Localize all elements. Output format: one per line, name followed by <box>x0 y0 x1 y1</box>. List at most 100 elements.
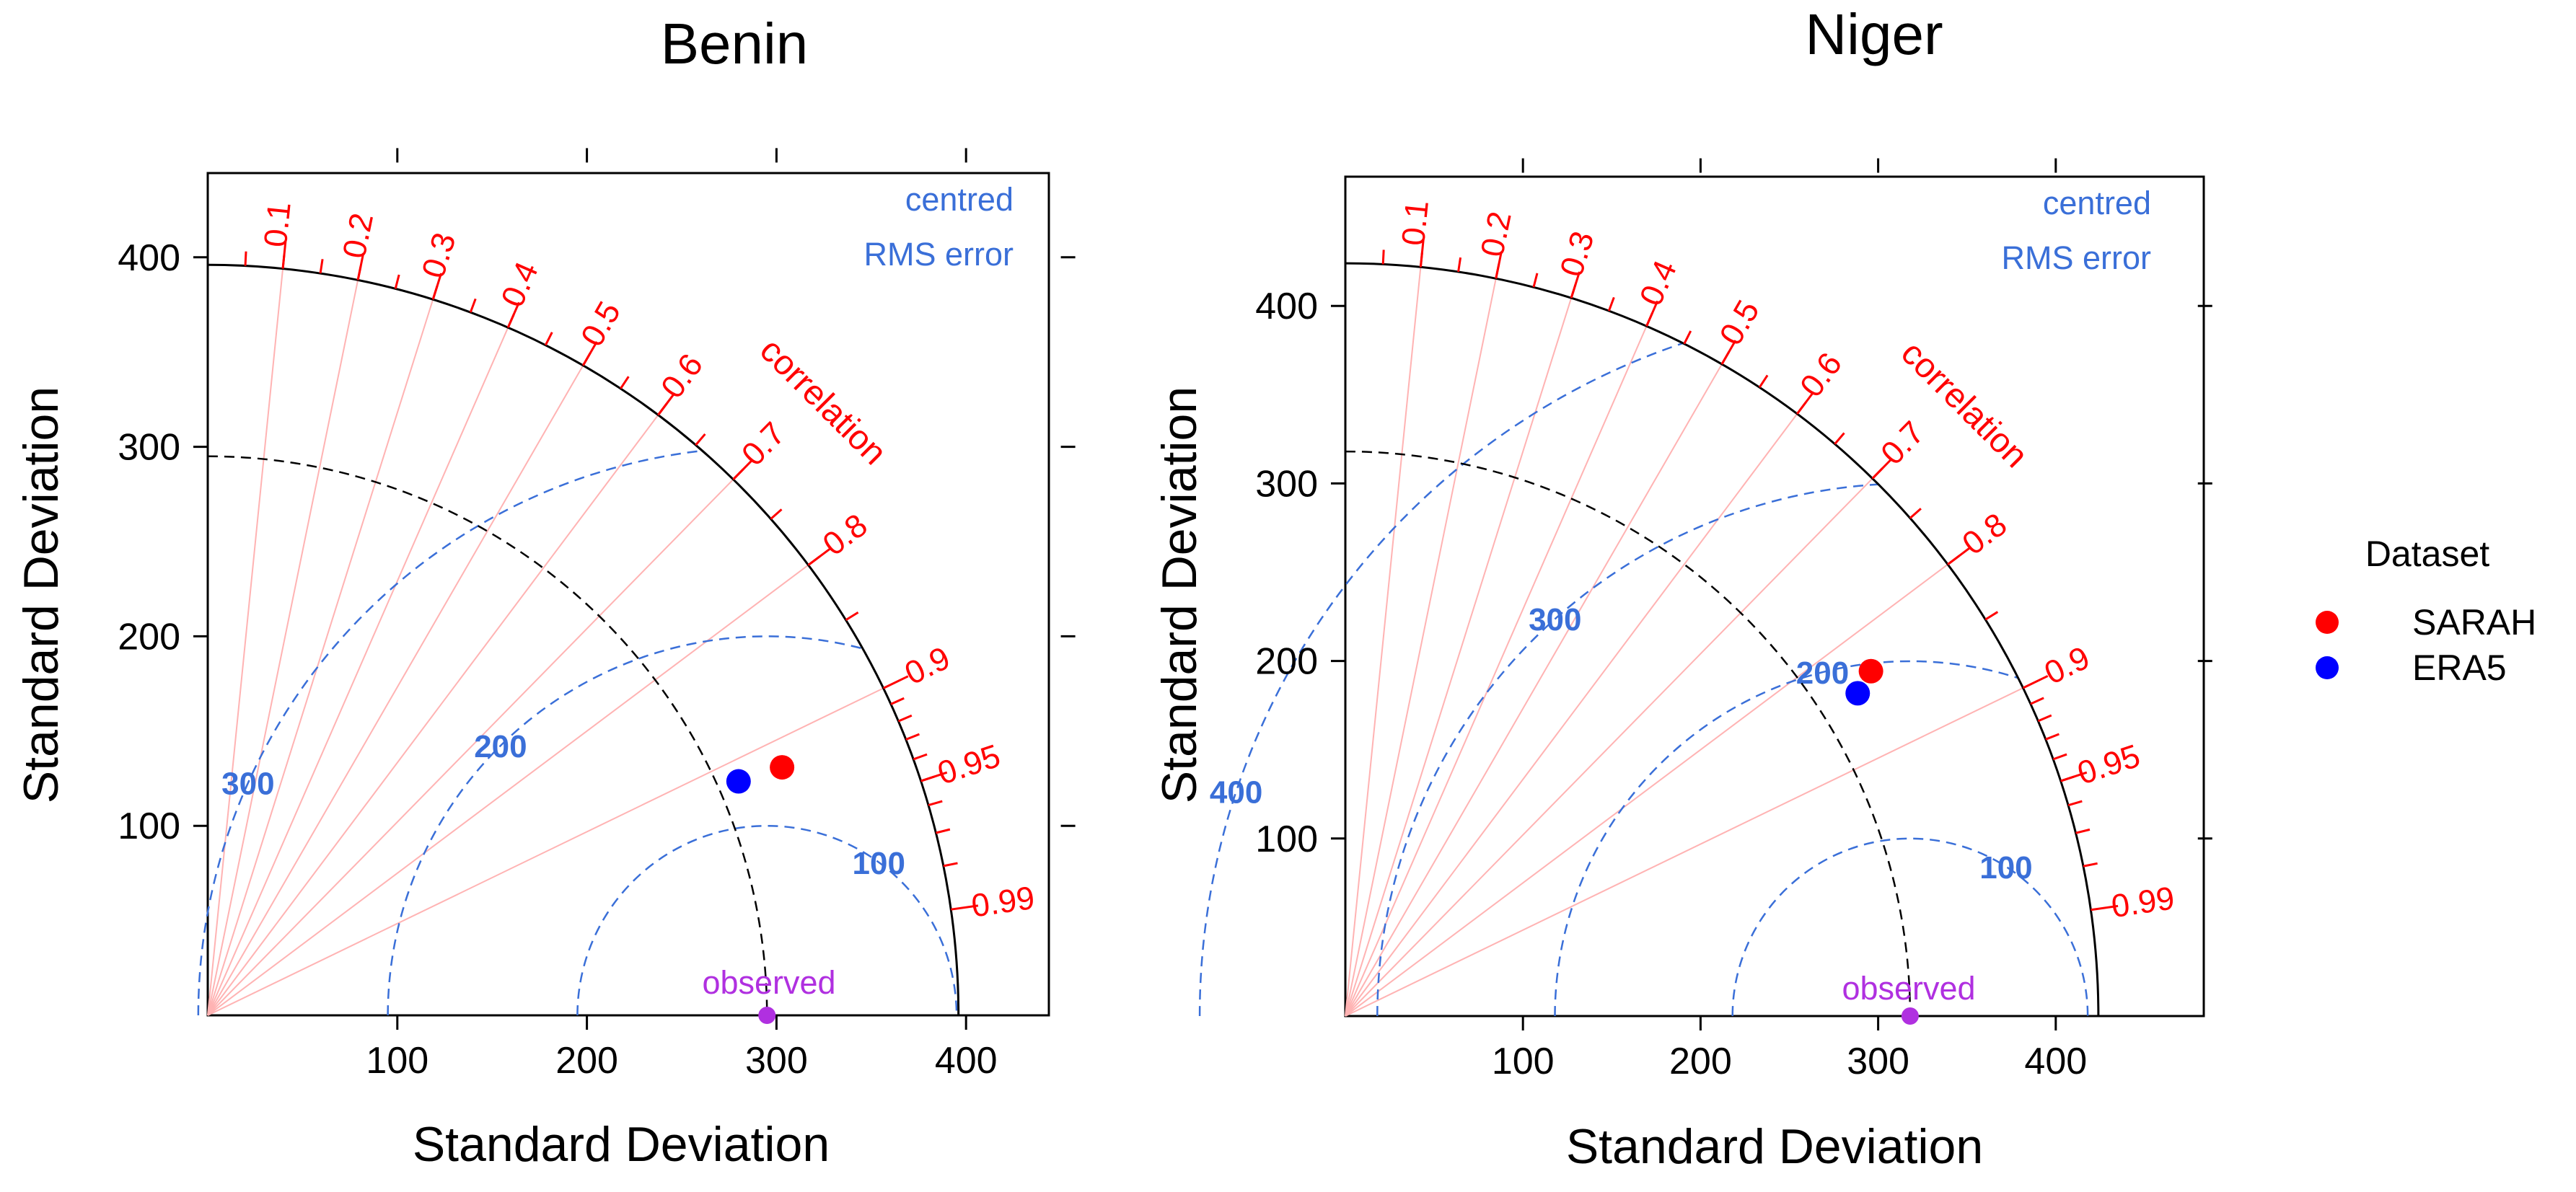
correlation-major-tick <box>951 904 979 911</box>
correlation-major-tick <box>1495 251 1503 279</box>
plot-frame <box>206 172 1050 1017</box>
rms-contour-label: 200 <box>474 729 527 764</box>
correlation-minor-tick <box>1683 330 1692 345</box>
correlation-tick-label: 0.95 <box>933 737 1004 792</box>
y-axis-label: Standard Deviation <box>14 387 69 803</box>
y-tick-label: 200 <box>1255 641 1318 683</box>
legend-marker-sarah <box>2316 611 2339 634</box>
observed-label: observed <box>702 964 835 1001</box>
correlation-line <box>1345 363 1723 1017</box>
correlation-minor-tick <box>936 828 951 834</box>
correlation-major-tick <box>1645 300 1659 327</box>
x-axis-label: Standard Deviation <box>413 1117 830 1172</box>
legend-label-era5: ERA5 <box>2412 648 2507 688</box>
observed-sd-arc <box>207 455 768 1016</box>
y-axis-label: Standard Deviation <box>1152 387 1207 803</box>
correlation-minor-tick <box>1381 250 1385 265</box>
rms-title-line1: centred <box>905 181 1014 218</box>
x-tick-label: 200 <box>555 1040 618 1082</box>
correlation-tick-label: 0.4 <box>1632 255 1684 311</box>
correlation-major-tick <box>356 252 365 281</box>
correlation-line <box>1345 297 1573 1017</box>
correlation-line <box>1345 477 1873 1017</box>
rms-contour-label: 400 <box>1210 775 1262 811</box>
correlation-tick-label: 0.9 <box>899 639 956 692</box>
correlation-major-tick <box>807 547 831 566</box>
correlation-tick-label: 0.7 <box>1873 414 1931 472</box>
correlation-minor-tick <box>544 332 553 346</box>
correlation-minor-tick <box>1909 508 1922 519</box>
correlation-major-tick <box>506 301 520 328</box>
x-tick-label: 100 <box>366 1040 428 1082</box>
correlation-tick-label: 0.99 <box>2109 879 2177 924</box>
correlation-line <box>1345 413 1798 1017</box>
correlation-major-tick <box>882 675 909 689</box>
correlation-line <box>1345 563 1948 1017</box>
x-tick-label: 400 <box>935 1040 998 1082</box>
correlation-tick-label: 0.6 <box>654 347 710 405</box>
correlation-minor-tick <box>1758 374 1769 389</box>
correlation-major-tick <box>431 273 443 300</box>
correlation-major-tick <box>2091 904 2119 911</box>
correlation-tick-label: 0.1 <box>257 200 298 249</box>
correlation-minor-tick <box>244 251 247 266</box>
correlation-minor-tick <box>319 259 324 274</box>
rms-title-line2: RMS error <box>2001 239 2151 276</box>
correlation-tick-label: 0.2 <box>1473 208 1518 260</box>
correlation-line <box>207 687 884 1016</box>
correlation-tick-label: 0.3 <box>1552 227 1601 281</box>
correlation-major-tick <box>281 241 287 269</box>
correlation-major-tick <box>1570 271 1581 299</box>
data-point-era5 <box>726 769 751 794</box>
chart-title: Niger <box>1805 2 1943 66</box>
correlation-minor-tick <box>1834 432 1845 445</box>
y-tick-label: 200 <box>118 616 180 658</box>
legend-item-era5[interactable]: ERA5 <box>2316 648 2507 688</box>
correlation-minor-tick <box>2075 828 2091 834</box>
legend-marker-era5 <box>2316 656 2339 679</box>
correlation-minor-tick <box>897 714 913 723</box>
correlation-tick-label: 0.1 <box>1394 198 1436 247</box>
chart-title: Benin <box>661 12 809 76</box>
correlation-tick-label: 0.3 <box>414 229 462 283</box>
correlation-line <box>207 268 284 1016</box>
rms-contour-label: 100 <box>1979 850 2032 886</box>
correlation-minor-tick <box>928 800 943 807</box>
correlation-major-tick <box>1720 340 1737 365</box>
correlation-line <box>207 327 509 1016</box>
outer-arc <box>207 263 960 1016</box>
correlation-line <box>1345 278 1497 1017</box>
correlation-minor-tick <box>620 376 630 389</box>
correlation-minor-tick <box>695 433 706 446</box>
correlation-minor-tick <box>394 274 400 289</box>
correlation-minor-tick <box>943 862 958 867</box>
correlation-line <box>207 299 434 1016</box>
outer-arc <box>1345 262 2100 1017</box>
rms-contour <box>1731 837 2089 1017</box>
correlation-line <box>207 564 809 1016</box>
correlation-line <box>1345 325 1648 1017</box>
observed-point <box>1901 1007 1919 1025</box>
legend-item-sarah[interactable]: SARAH <box>2316 602 2536 643</box>
correlation-tick-label: 0.99 <box>969 879 1037 924</box>
correlation-minor-tick <box>2067 800 2083 807</box>
x-tick-label: 100 <box>1492 1041 1555 1082</box>
correlation-major-tick <box>1419 239 1425 268</box>
correlation-tick-label: 0.4 <box>493 256 545 312</box>
correlation-minor-tick <box>2030 697 2044 705</box>
legend-title: Dataset <box>2365 534 2489 574</box>
correlation-minor-tick <box>770 508 783 520</box>
rms-title-line2: RMS error <box>863 236 1014 273</box>
plot-frame <box>1344 175 2205 1017</box>
correlation-major-tick <box>657 392 676 416</box>
observed-point <box>758 1007 776 1024</box>
correlation-minor-tick <box>905 733 920 741</box>
observed-label: observed <box>1842 970 1975 1007</box>
correlation-line <box>207 280 359 1016</box>
rms-contour <box>197 446 959 1016</box>
rms-contour <box>387 635 959 1016</box>
y-tick-label: 300 <box>1255 463 1318 505</box>
correlation-line <box>1345 687 2023 1017</box>
correlation-minor-tick <box>845 611 859 622</box>
